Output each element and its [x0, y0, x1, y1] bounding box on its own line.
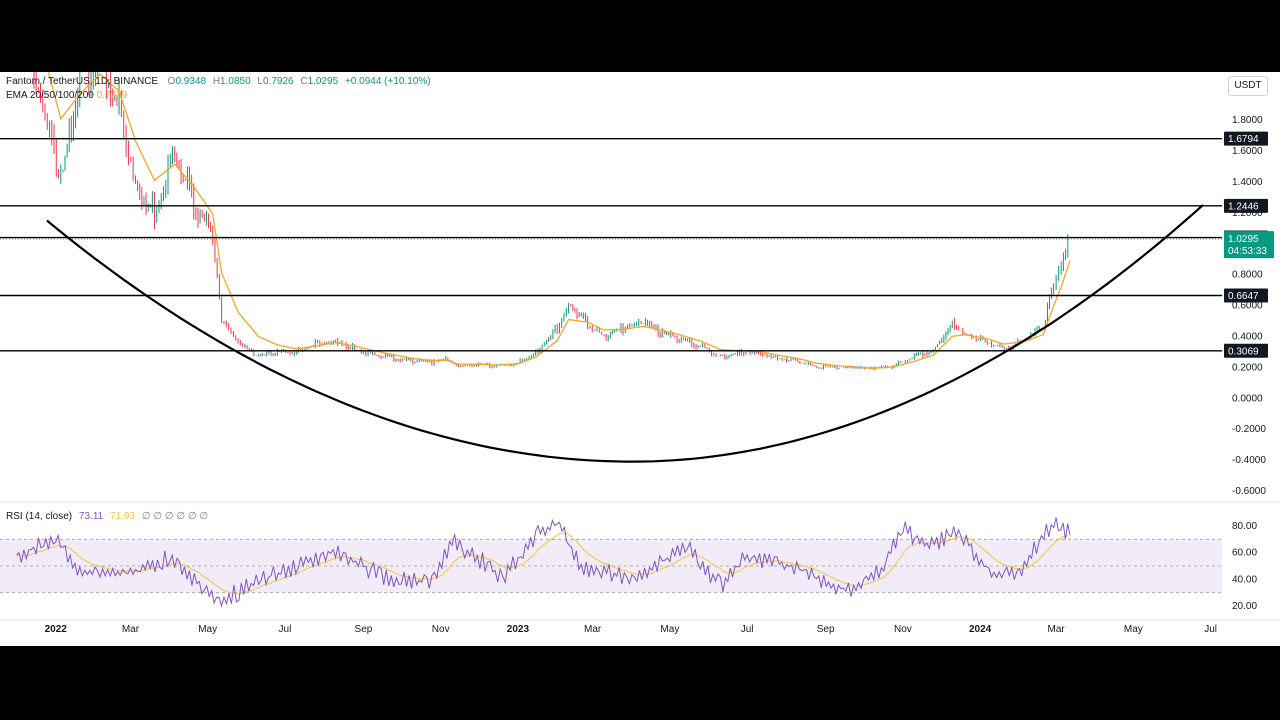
ohlc-high-value: 1.0850 [220, 76, 251, 87]
ema-indicator-name: EMA 20/50/100/200 [6, 90, 94, 101]
rsi-axis-tick: 20.00 [1232, 601, 1257, 612]
price-axis-tick: 0.6000 [1232, 301, 1263, 312]
rsi-axis-tick: 80.00 [1232, 521, 1257, 532]
ema-indicator-value: 0.7739 [96, 90, 128, 101]
chart-panel[interactable]: 1.8000 1.6000 1.4000 1.2000 0.8000 0.6000 0.40… [0, 72, 1280, 646]
ohlc-open-value: 0.9348 [175, 76, 207, 87]
time-axis-label: 2023 [507, 624, 530, 635]
time-axis-label: May [198, 624, 217, 635]
rsi-ma-value: 71.93 [110, 511, 136, 522]
rsi-axis-tick: 60.00 [1232, 548, 1257, 559]
rsi-indicator-name: RSI (14, close) [6, 511, 73, 522]
symbol-header: Fantom / TetherUS, 1D, BINANCE O0.9348 H… [6, 76, 435, 87]
price-axis-tick: 1.4000 [1232, 177, 1263, 188]
price-axis-tick: 0.0000 [1232, 393, 1263, 404]
rsi-placeholder-2: ∅ [153, 511, 163, 522]
symbol-title: Fantom / TetherUS, 1D, BINANCE [6, 76, 159, 87]
rsi-ma-line [16, 532, 1068, 595]
price-axis-tick: 0.2000 [1232, 362, 1263, 373]
ohlc-close-label: C [300, 76, 308, 87]
time-axis-label: May [1124, 624, 1143, 635]
time-axis-label: Sep [817, 624, 835, 635]
level-badge [1224, 288, 1268, 303]
level-badge-label: 0.3069 [1228, 346, 1259, 357]
level-badge-label: 1.6794 [1228, 134, 1259, 145]
ema-header[interactable]: EMA 20/50/100/200 0.7739 [6, 90, 127, 101]
time-axis-label: Nov [894, 624, 912, 635]
rsi-line [16, 517, 1071, 608]
ohlc-open-label: O [167, 76, 176, 87]
countdown-label: 04:53:33 [1228, 246, 1267, 257]
rsi-placeholder-3: ∅ [164, 511, 174, 522]
rsi-placeholder-6: ∅ [199, 511, 209, 522]
time-axis-label: 2024 [969, 624, 992, 635]
price-axis-tick: -0.4000 [1232, 455, 1266, 466]
cup-pattern-curve[interactable] [46, 204, 1204, 463]
rsi-axis-tick: 40.00 [1232, 574, 1257, 585]
price-axis-tick: 1.2000 [1232, 208, 1263, 219]
current-price-badge [1224, 231, 1274, 259]
price-axis-tick: 1.6000 [1232, 146, 1263, 157]
time-axis-label: Jul [1204, 624, 1217, 635]
rsi-placeholder-4: ∅ [176, 511, 186, 522]
time-axis-label: Jul [741, 624, 754, 635]
time-axis-label: Nov [432, 624, 450, 635]
ohlc-close-value: 1.0295 [307, 76, 339, 87]
level-badge [1224, 198, 1268, 213]
price-axis-tick: 0.8000 [1232, 270, 1263, 281]
time-axis-label: Jul [279, 624, 292, 635]
time-axis-label: May [660, 624, 679, 635]
current-price-label: 1.0295 [1228, 234, 1259, 245]
ohlc-low-value: 0.7926 [262, 76, 294, 87]
chart-canvas[interactable]: 1.8000 1.6000 1.4000 1.2000 0.8000 0.6000 0.40… [0, 72, 1280, 646]
ohlc-low-label: L [257, 76, 263, 87]
price-change: +0.0944 (+10.10%) [344, 76, 431, 87]
rsi-placeholder-5: ∅ [187, 511, 197, 522]
rsi-header[interactable]: RSI (14, close) 73.11 71.93 ∅ ∅ ∅ ∅ ∅ ∅ [6, 511, 208, 522]
level-badge-label: 1.2446 [1228, 201, 1259, 212]
price-axis-tick: -0.6000 [1232, 486, 1266, 497]
currency-button[interactable]: USDT [1228, 76, 1268, 96]
time-axis-label: Mar [584, 624, 602, 635]
level-badge-label: 0.6647 [1228, 291, 1259, 302]
price-axis-tick: -0.2000 [1232, 424, 1266, 435]
price-axis-tick: 0.4000 [1232, 331, 1263, 342]
rsi-placeholder-1: ∅ [141, 511, 151, 522]
time-axis-label: Mar [1047, 624, 1065, 635]
ema-line [47, 72, 1071, 369]
price-axis-tick: 1.8000 [1232, 115, 1263, 126]
time-axis-label: Mar [122, 624, 140, 635]
level-badge [1224, 131, 1268, 146]
rsi-value: 73.11 [78, 511, 104, 522]
time-axis-label: 2022 [45, 624, 68, 635]
level-badge [1224, 343, 1268, 358]
ohlc-high-label: H [212, 76, 221, 87]
time-axis-label: Sep [355, 624, 373, 635]
